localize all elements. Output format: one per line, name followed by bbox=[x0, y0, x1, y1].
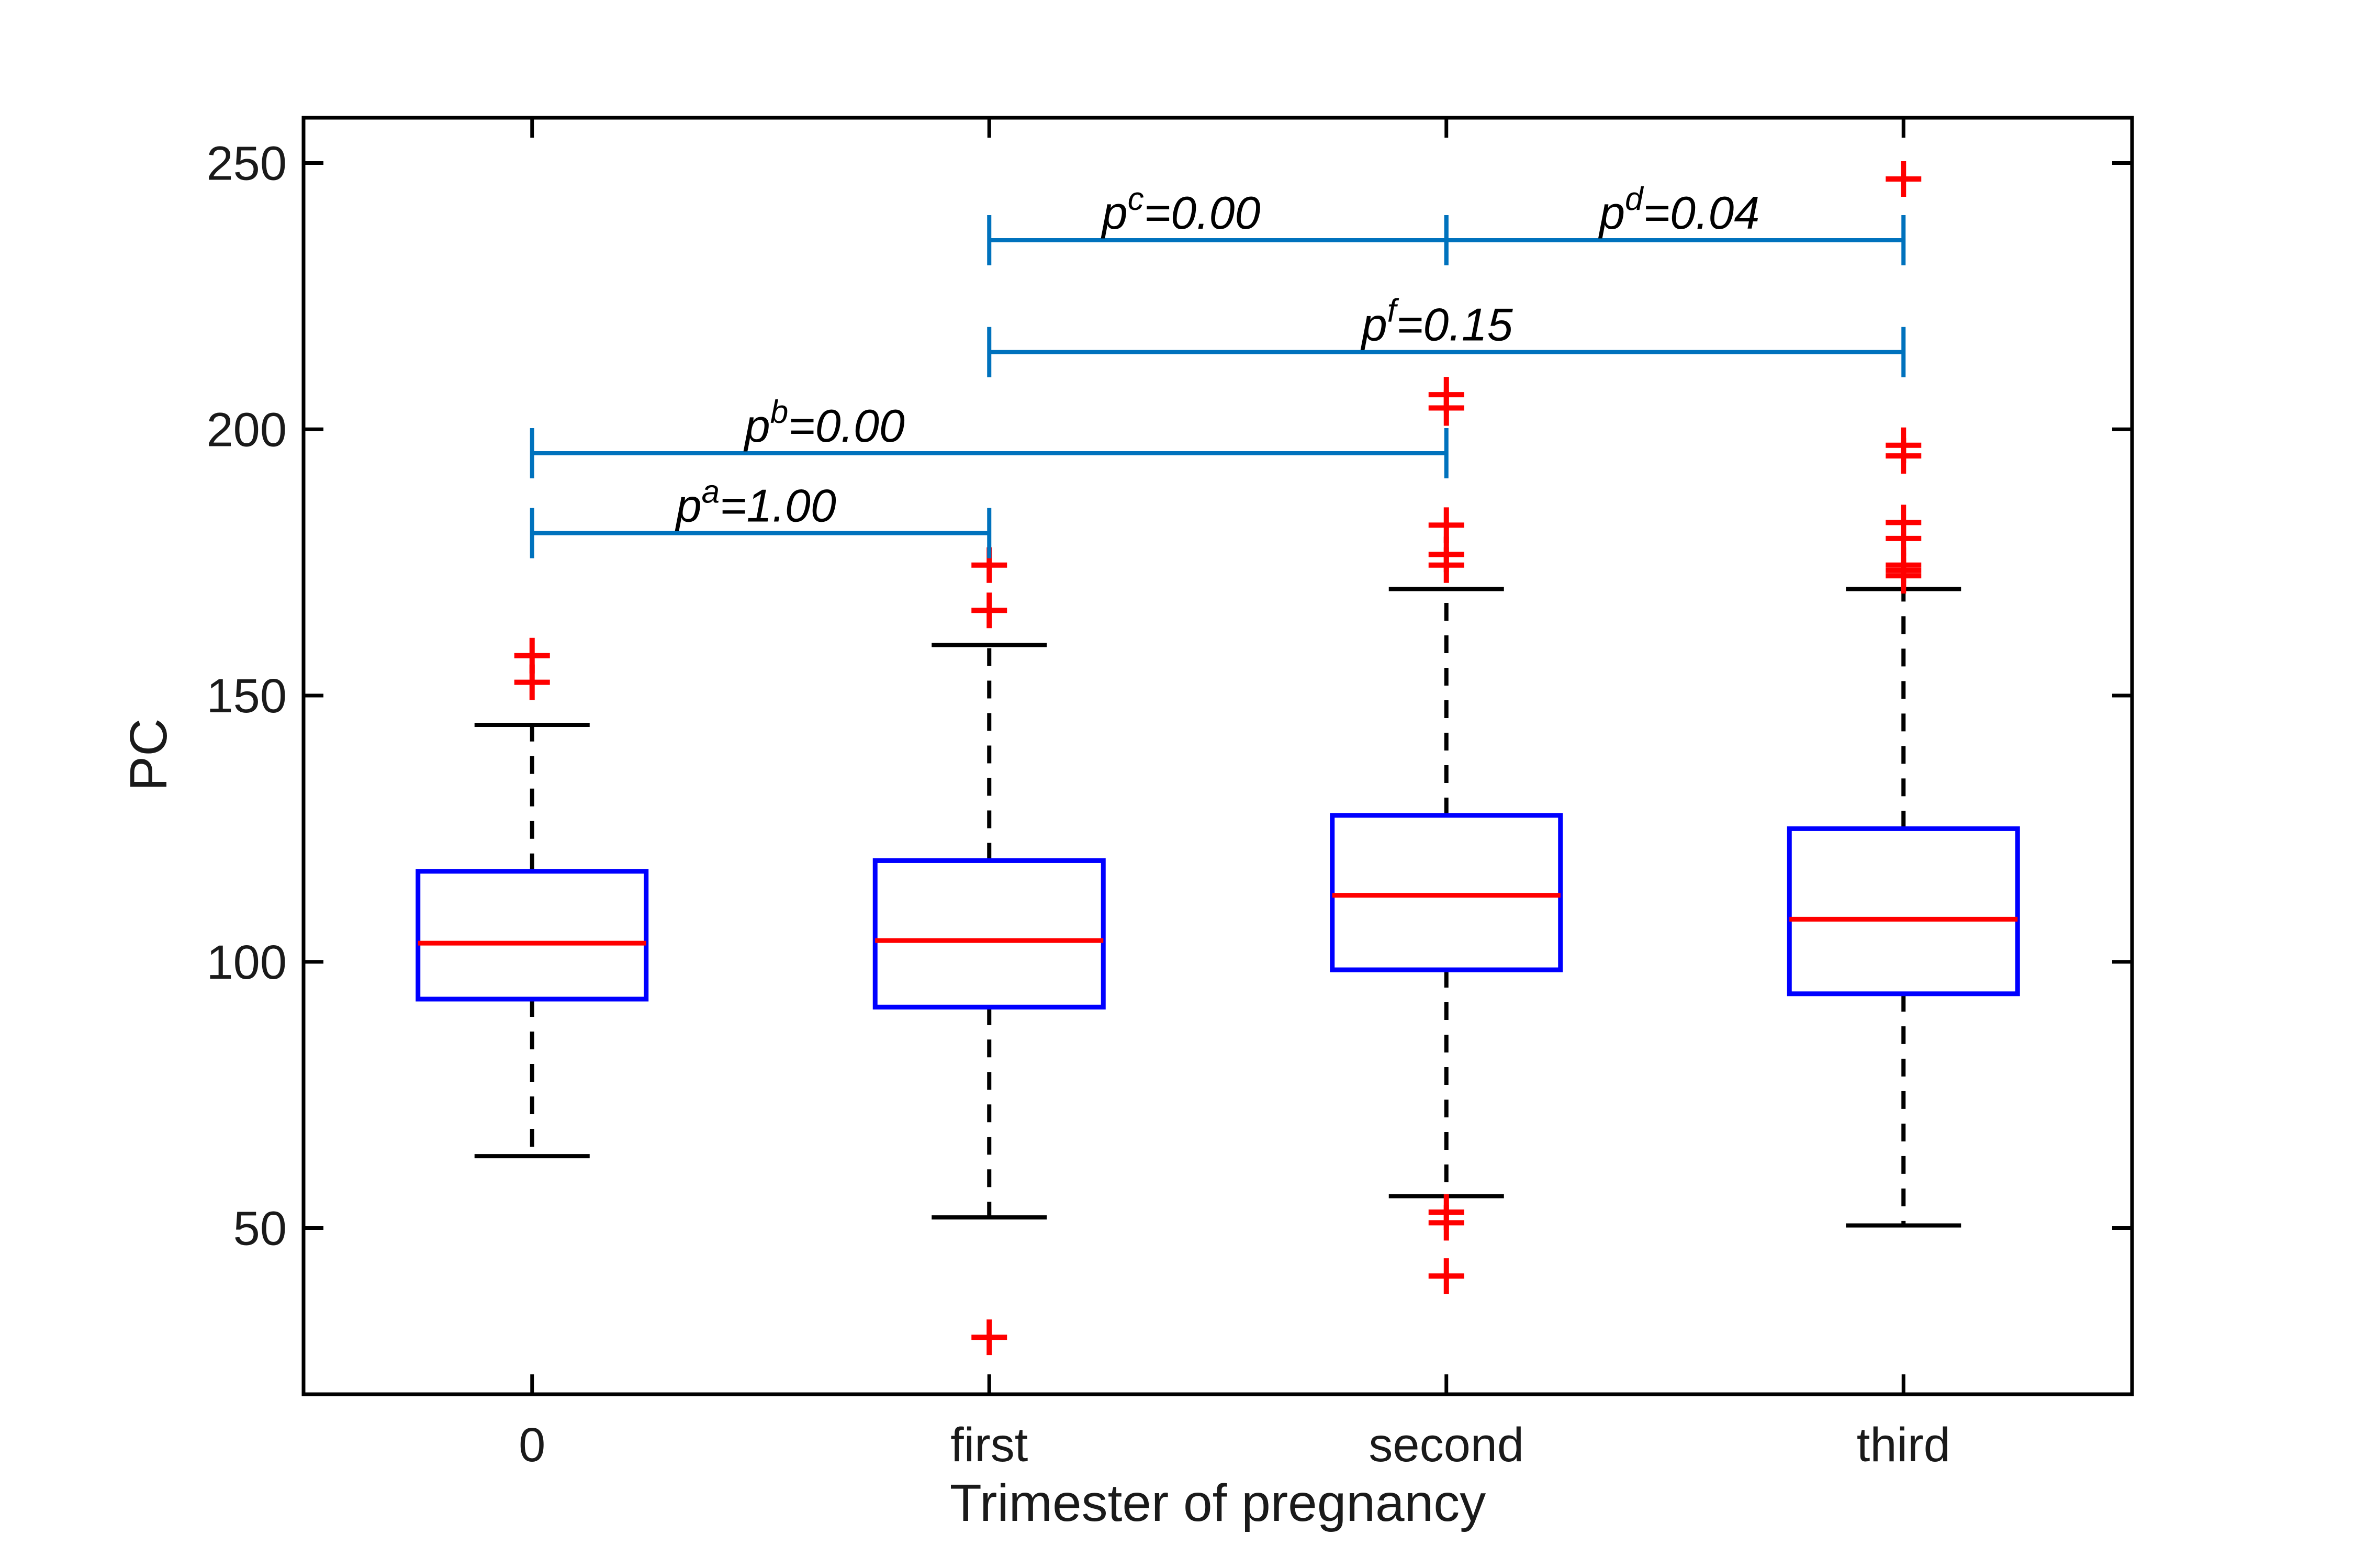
x-tick-label-second: second bbox=[1369, 1418, 1524, 1472]
outlier-marker-second-2 bbox=[1428, 507, 1464, 543]
annotation-layer: pa=1.00 pb=0.00 pc=0.00 pd=0.04 pf=0.15 bbox=[530, 181, 1906, 558]
y-tick-label-200: 200 bbox=[207, 403, 287, 456]
iqr-box-0 bbox=[416, 869, 649, 1002]
outlier-marker-second-4 bbox=[1428, 377, 1464, 413]
y-tick-label-100: 100 bbox=[207, 936, 287, 989]
significance-bracket-c: pc=0.00 bbox=[987, 181, 1449, 266]
outlier-marker-first-2 bbox=[971, 1319, 1007, 1356]
y-tick-label-50: 50 bbox=[233, 1202, 287, 1256]
boxplot-first bbox=[872, 547, 1106, 1356]
y-axis-label: PC bbox=[119, 719, 178, 791]
x-tick-label-third: third bbox=[1857, 1418, 1950, 1472]
x-axis-label: Trimester of pregnancy bbox=[950, 1474, 1486, 1532]
outlier-marker-0-1 bbox=[514, 637, 550, 674]
outlier-marker-second-5 bbox=[1428, 1258, 1464, 1294]
y-tick-label-150: 150 bbox=[207, 669, 287, 723]
axes-layer: 50 100 150 200 250 0 first second third bbox=[207, 116, 2134, 1472]
bracket-label-b: pb=0.00 bbox=[743, 394, 905, 452]
y-tick-label-250: 250 bbox=[207, 137, 287, 190]
plot-border bbox=[301, 116, 2134, 1396]
x-tick-label-first: first bbox=[950, 1418, 1028, 1472]
outlier-marker-third-6 bbox=[1886, 427, 1922, 463]
iqr-box-second bbox=[1330, 813, 1563, 972]
outlier-marker-third-4 bbox=[1886, 505, 1922, 541]
bracket-label-a: pa=1.00 bbox=[675, 474, 836, 532]
significance-bracket-b: pb=0.00 bbox=[530, 394, 1449, 479]
outlier-marker-second-7 bbox=[1428, 1194, 1464, 1230]
outlier-marker-third-7 bbox=[1886, 161, 1922, 197]
significance-bracket-f: pf=0.15 bbox=[987, 293, 1906, 377]
significance-bracket-a: pa=1.00 bbox=[530, 474, 992, 558]
iqr-box-third bbox=[1787, 826, 2020, 996]
outlier-marker-first-0 bbox=[971, 592, 1007, 629]
boxplot-layer bbox=[416, 161, 2020, 1356]
iqr-box-first bbox=[872, 858, 1106, 1010]
significance-bracket-d: pd=0.04 bbox=[1444, 181, 1906, 266]
bracket-label-c: pc=0.00 bbox=[1101, 181, 1261, 239]
bracket-label-f: pf=0.15 bbox=[1360, 293, 1513, 351]
boxplot-third bbox=[1787, 161, 2020, 1228]
boxplot-second bbox=[1330, 377, 1563, 1294]
boxplot-0 bbox=[416, 637, 649, 1159]
bracket-label-d: pd=0.04 bbox=[1598, 181, 1759, 239]
x-tick-label-0: 0 bbox=[519, 1418, 545, 1472]
